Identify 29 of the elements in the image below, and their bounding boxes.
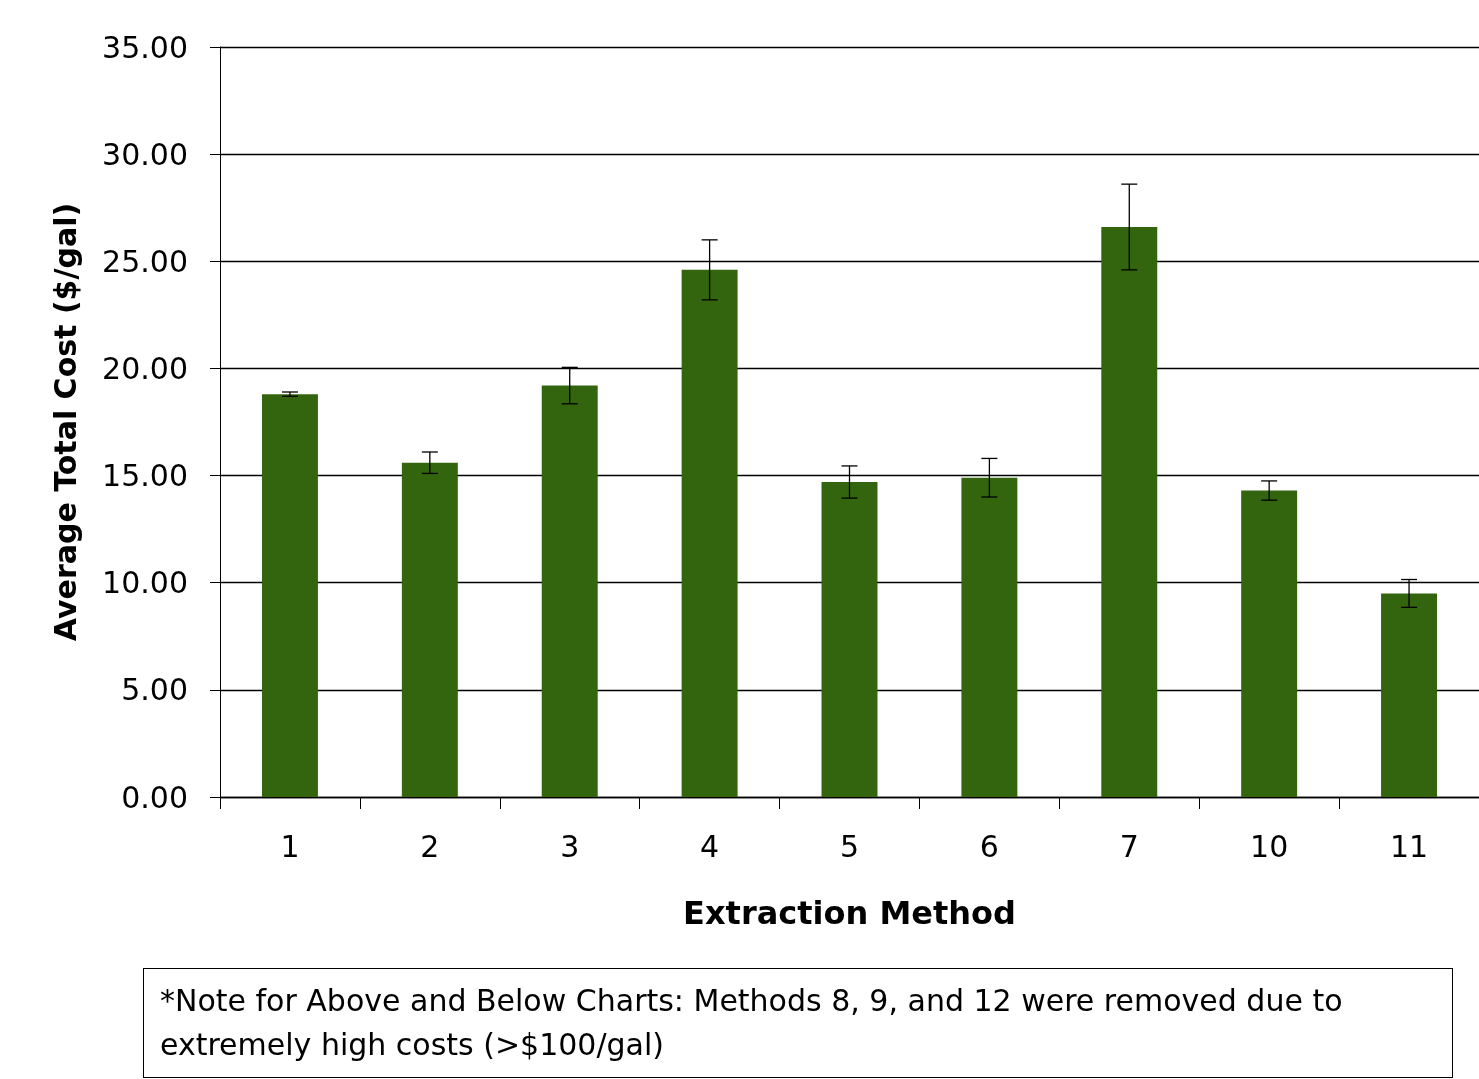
text: *Note for Above and Below Charts: Methods 8, 9, and 12 were removed due to extremely high costs (>$100/gal): [160, 982, 1344, 1064]
y-tick-label: 20.00: [102, 350, 188, 386]
y-tick-label: 30.00: [102, 136, 188, 172]
x-tick-label: 10: [1250, 828, 1289, 864]
bar: [261, 394, 318, 797]
x-tick-label: 11: [1389, 828, 1429, 864]
x-tick-label: 4: [700, 828, 720, 864]
x-tick-label: 1: [280, 828, 300, 864]
y-tick-label: 10.00: [102, 565, 188, 601]
bar: [681, 269, 738, 797]
x-axis-title: Extraction Method: [683, 894, 1016, 932]
x-tick-label: 6: [979, 828, 999, 864]
y-tick-label: 35.00: [102, 29, 188, 65]
bar: [401, 462, 458, 797]
x-tick-label: 5: [839, 828, 860, 864]
bar: [821, 482, 878, 797]
bar: [961, 477, 1018, 797]
x-tick-label: 7: [1119, 828, 1139, 864]
bar: [1101, 227, 1158, 797]
y-tick-label: 0.00: [121, 779, 188, 815]
y-tick-label: 15.00: [102, 458, 188, 494]
bar: [1381, 593, 1438, 797]
y-tick-label: 25.00: [102, 243, 188, 279]
y-axis-title: Average Total Cost ($/gal): [47, 202, 83, 642]
bar: [541, 385, 598, 797]
bar: [1241, 490, 1298, 797]
y-tick-label: 5.00: [121, 672, 188, 708]
x-tick-label: 2: [420, 828, 440, 864]
x-tick-label: 3: [560, 828, 580, 864]
